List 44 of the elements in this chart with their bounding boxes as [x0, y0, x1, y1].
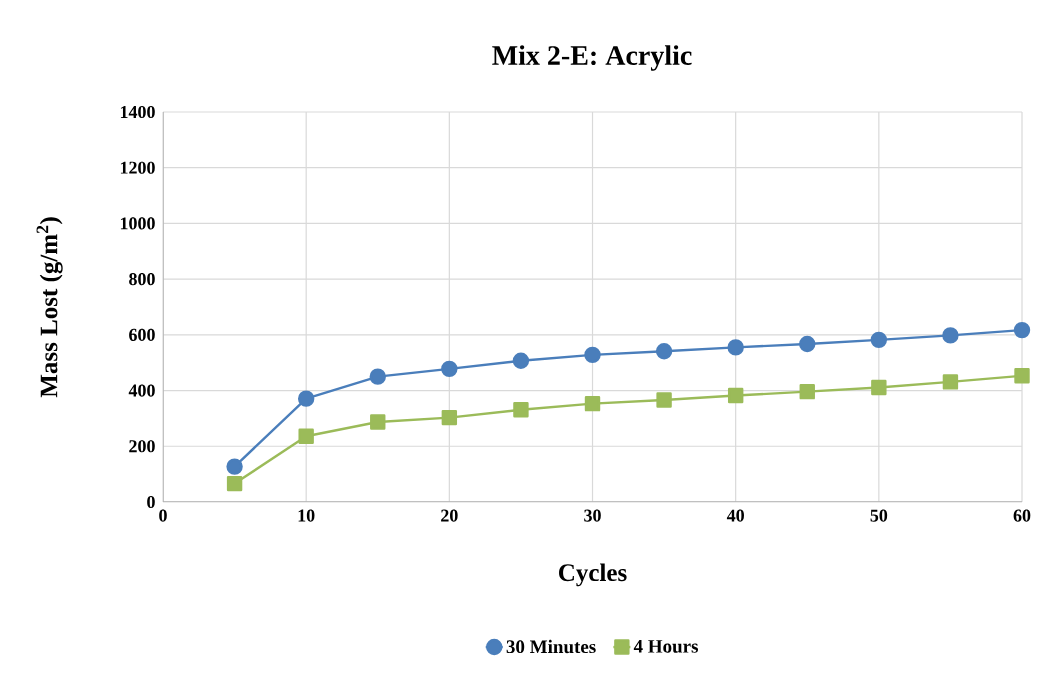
point	[656, 392, 672, 408]
point	[370, 414, 386, 430]
point	[441, 360, 458, 378]
point	[297, 390, 315, 407]
x-tick-label: 10	[298, 509, 315, 522]
y-tick-label: 1000	[120, 217, 155, 230]
point	[870, 331, 888, 349]
x-tick-label: 40	[726, 509, 744, 522]
point	[727, 339, 744, 356]
x-axis-title: Cycles	[559, 563, 627, 587]
point	[226, 475, 243, 492]
point	[584, 395, 601, 412]
point	[369, 368, 386, 385]
y-tick-label: 600	[129, 328, 155, 341]
y-tick-label: 800	[129, 273, 155, 286]
x-tick-label: 60	[1013, 509, 1031, 522]
point	[1013, 321, 1031, 339]
x-tick-label: 20	[441, 509, 458, 522]
point	[799, 383, 815, 400]
chart-title: Mix 2-E: Acrylic	[492, 45, 692, 71]
point	[942, 327, 959, 344]
point	[584, 346, 601, 364]
point	[871, 379, 887, 396]
y-axis-title: Mass Lost (g/m$^{2}$)	[36, 217, 63, 398]
legend-label: 4 Hours	[633, 640, 699, 653]
point	[441, 409, 458, 426]
point	[799, 335, 816, 353]
point	[727, 387, 744, 404]
y-tick-label: 1400	[120, 105, 155, 119]
y-tick-label: 200	[129, 440, 155, 453]
point	[942, 374, 959, 390]
y-tick-label: 1200	[120, 161, 155, 174]
y-tick-label: 0	[147, 495, 155, 509]
x-tick-label: 30	[584, 509, 601, 522]
point	[298, 428, 314, 444]
legend-label: 30 Minutes	[506, 639, 596, 654]
point	[226, 458, 243, 475]
x-tick-label: 50	[870, 509, 888, 522]
point	[1014, 368, 1030, 384]
point	[512, 352, 530, 369]
point	[655, 343, 673, 360]
y-tick-label: 400	[128, 384, 155, 397]
point	[513, 402, 529, 418]
x-tick-label: 0	[159, 509, 167, 522]
